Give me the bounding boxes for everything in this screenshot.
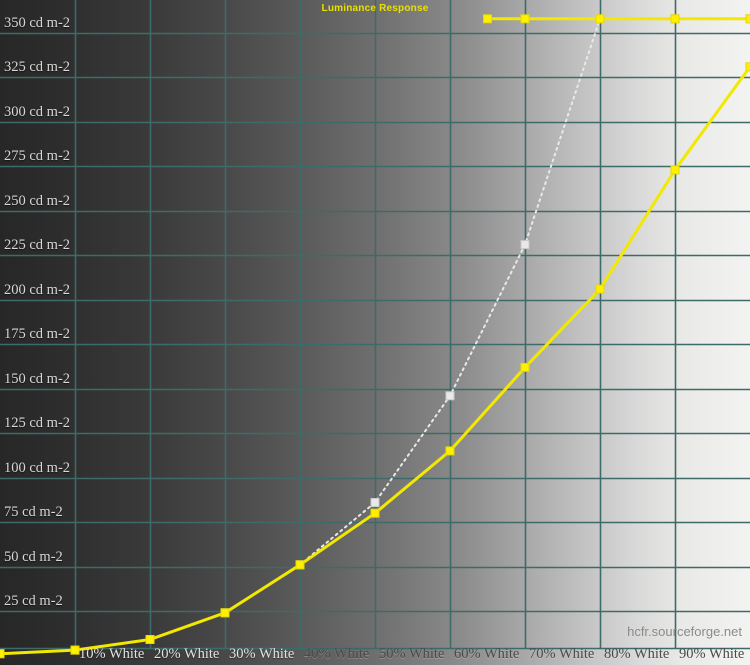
data-point-marker (595, 14, 605, 24)
data-point-marker (220, 608, 230, 618)
data-point-marker (520, 240, 530, 250)
data-point-marker (745, 14, 750, 24)
data-point-marker (0, 649, 5, 659)
data-point-marker (370, 498, 380, 507)
data-point-marker (445, 446, 455, 456)
data-point-marker (670, 165, 680, 175)
data-point-marker (483, 14, 492, 24)
vertical-gridlines (0, 0, 750, 650)
data-point-marker (295, 560, 305, 570)
data-point-marker (670, 14, 680, 24)
data-series-layer (0, 14, 750, 659)
data-point-marker (520, 14, 530, 24)
data-point-marker (445, 391, 455, 401)
data-point-marker (595, 284, 605, 294)
data-point-marker (145, 635, 155, 644)
data-point-marker (70, 645, 80, 655)
data-point-marker (745, 62, 750, 72)
data-point-marker (520, 362, 530, 372)
data-point-marker (370, 508, 380, 518)
